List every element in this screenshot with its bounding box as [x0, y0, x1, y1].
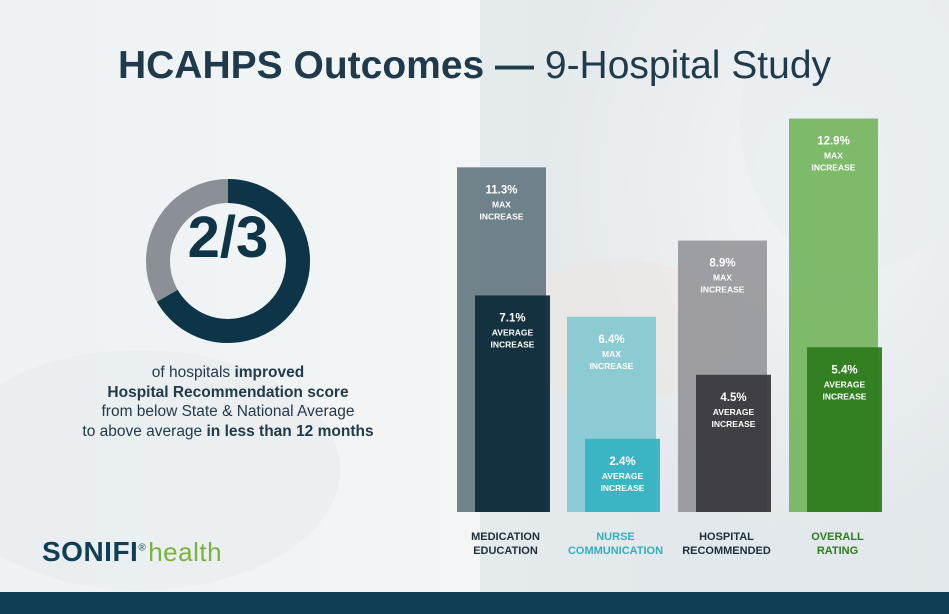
average-value-label-3: 5.4%	[831, 364, 857, 376]
max-value-label-0: 11.3%	[486, 184, 518, 196]
max-sub-label-1: MAX	[602, 349, 621, 359]
desc-line-3: from below State & National Average	[101, 403, 355, 420]
average-sub-label-3: AVERAGE	[824, 379, 866, 389]
desc-line-4: to above average in less than 12 months	[82, 422, 374, 440]
category-label-line1-1: NURSE	[596, 531, 635, 543]
max-value-label-1: 6.4%	[598, 334, 624, 346]
bar-average-3	[807, 347, 882, 512]
max-increase-label-0: INCREASE	[480, 211, 524, 221]
donut-fill	[146, 179, 310, 343]
sonifi-health-logo: SONIFI®health	[42, 536, 222, 568]
desc-line-1: of hospitals improved	[151, 364, 305, 381]
max-sub-label-0: MAX	[492, 199, 511, 209]
max-sub-label-3: MAX	[824, 151, 843, 161]
category-label-line2-0: EDUCATION	[473, 545, 538, 557]
max-value-label-3: 12.9%	[817, 136, 850, 148]
bar-average-1	[585, 438, 660, 512]
category-label-line2-2: RECOMMENDED	[682, 545, 771, 557]
category-label-line2-1: COMMUNICATION	[568, 545, 663, 557]
average-value-label-2: 4.5%	[720, 392, 746, 404]
average-increase-label-3: INCREASE	[823, 391, 867, 401]
max-value-label-2: 8.9%	[709, 258, 735, 270]
average-increase-label-2: INCREASE	[712, 419, 756, 429]
category-label-line1-3: OVERALL	[811, 531, 864, 543]
category-label-line1-0: MEDICATION	[471, 531, 540, 543]
average-sub-label-2: AVERAGE	[713, 407, 755, 417]
average-sub-label-1: AVERAGE	[602, 471, 644, 481]
fraction-stat: 2/3	[187, 205, 269, 270]
average-sub-label-0: AVERAGE	[492, 327, 534, 337]
page-title: HCAHPS Outcomes — 9-Hospital Study	[0, 44, 949, 88]
fraction-donut	[146, 179, 310, 343]
bar-average-0	[475, 295, 550, 512]
bar-average-2	[696, 374, 771, 512]
max-sub-label-2: MAX	[713, 273, 732, 283]
logo-health: health	[148, 537, 223, 567]
desc-line-2: Hospital Recommendation score	[107, 383, 349, 401]
max-increase-label-1: INCREASE	[590, 361, 634, 371]
average-value-label-0: 7.1%	[499, 312, 525, 324]
category-label-line2-3: RATING	[817, 545, 858, 557]
category-label-line1-2: HOSPITAL	[699, 531, 754, 543]
average-value-label-1: 2.4%	[609, 456, 635, 468]
logo-mark: ®	[138, 542, 147, 554]
logo-brand: SONIFI	[42, 536, 139, 567]
max-increase-label-2: INCREASE	[701, 285, 745, 295]
stat-description: of hospitals improved Hospital Recommend…	[0, 363, 456, 441]
max-increase-label-3: INCREASE	[812, 163, 856, 173]
title-bold: HCAHPS Outcomes —	[117, 44, 535, 87]
average-increase-label-0: INCREASE	[491, 339, 535, 349]
average-increase-label-1: INCREASE	[601, 483, 645, 493]
footer-bar	[0, 592, 949, 614]
title-rest: 9-Hospital Study	[534, 44, 832, 87]
